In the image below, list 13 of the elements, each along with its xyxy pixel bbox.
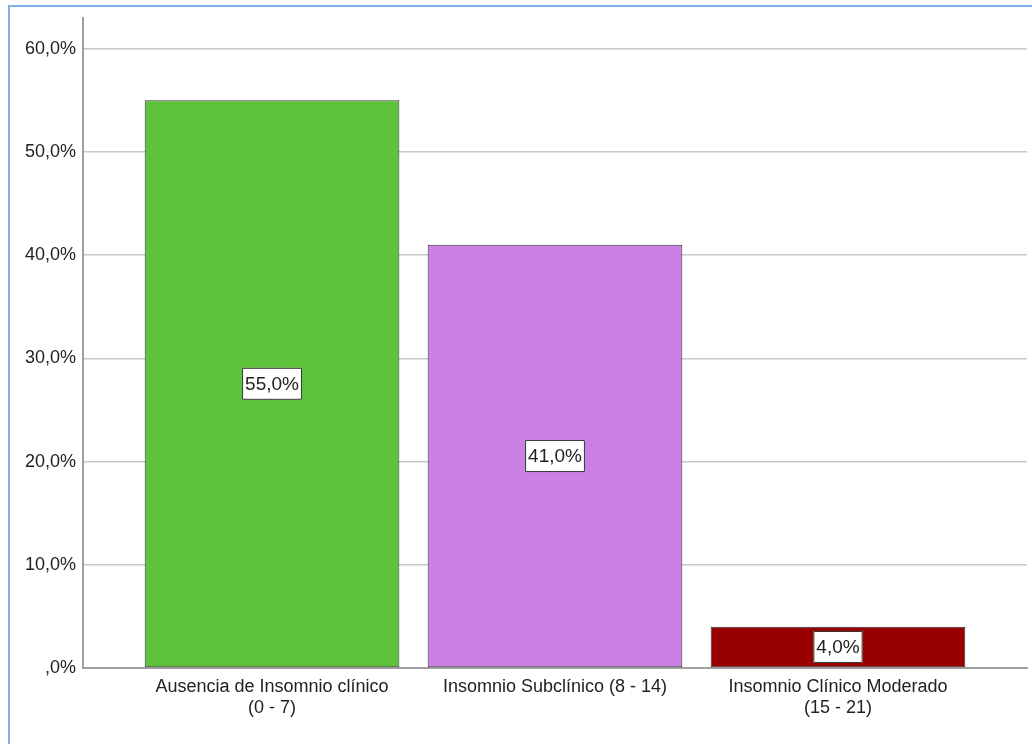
y-tick-label: 40,0% — [24, 244, 76, 265]
x-tick-label: Insomnio Clínico Moderado (15 - 21) — [728, 675, 948, 718]
data-label: 4,0% — [816, 636, 860, 658]
y-tick-label: 10,0% — [24, 553, 76, 574]
x-tick-label: Ausencia de Insomnio clínico (0 - 7) — [155, 675, 389, 718]
y-tick-label: 60,0% — [24, 37, 76, 58]
y-tick-label: 30,0% — [24, 347, 76, 368]
data-label: 55,0% — [245, 373, 300, 395]
x-tick-label: Insomnio Subclínico (8 - 14) — [442, 675, 668, 696]
y-tick-label: 20,0% — [24, 450, 76, 471]
data-label: 41,0% — [528, 445, 583, 467]
y-tick-label: 50,0% — [24, 140, 76, 161]
y-tick-label: ,0% — [44, 656, 76, 677]
